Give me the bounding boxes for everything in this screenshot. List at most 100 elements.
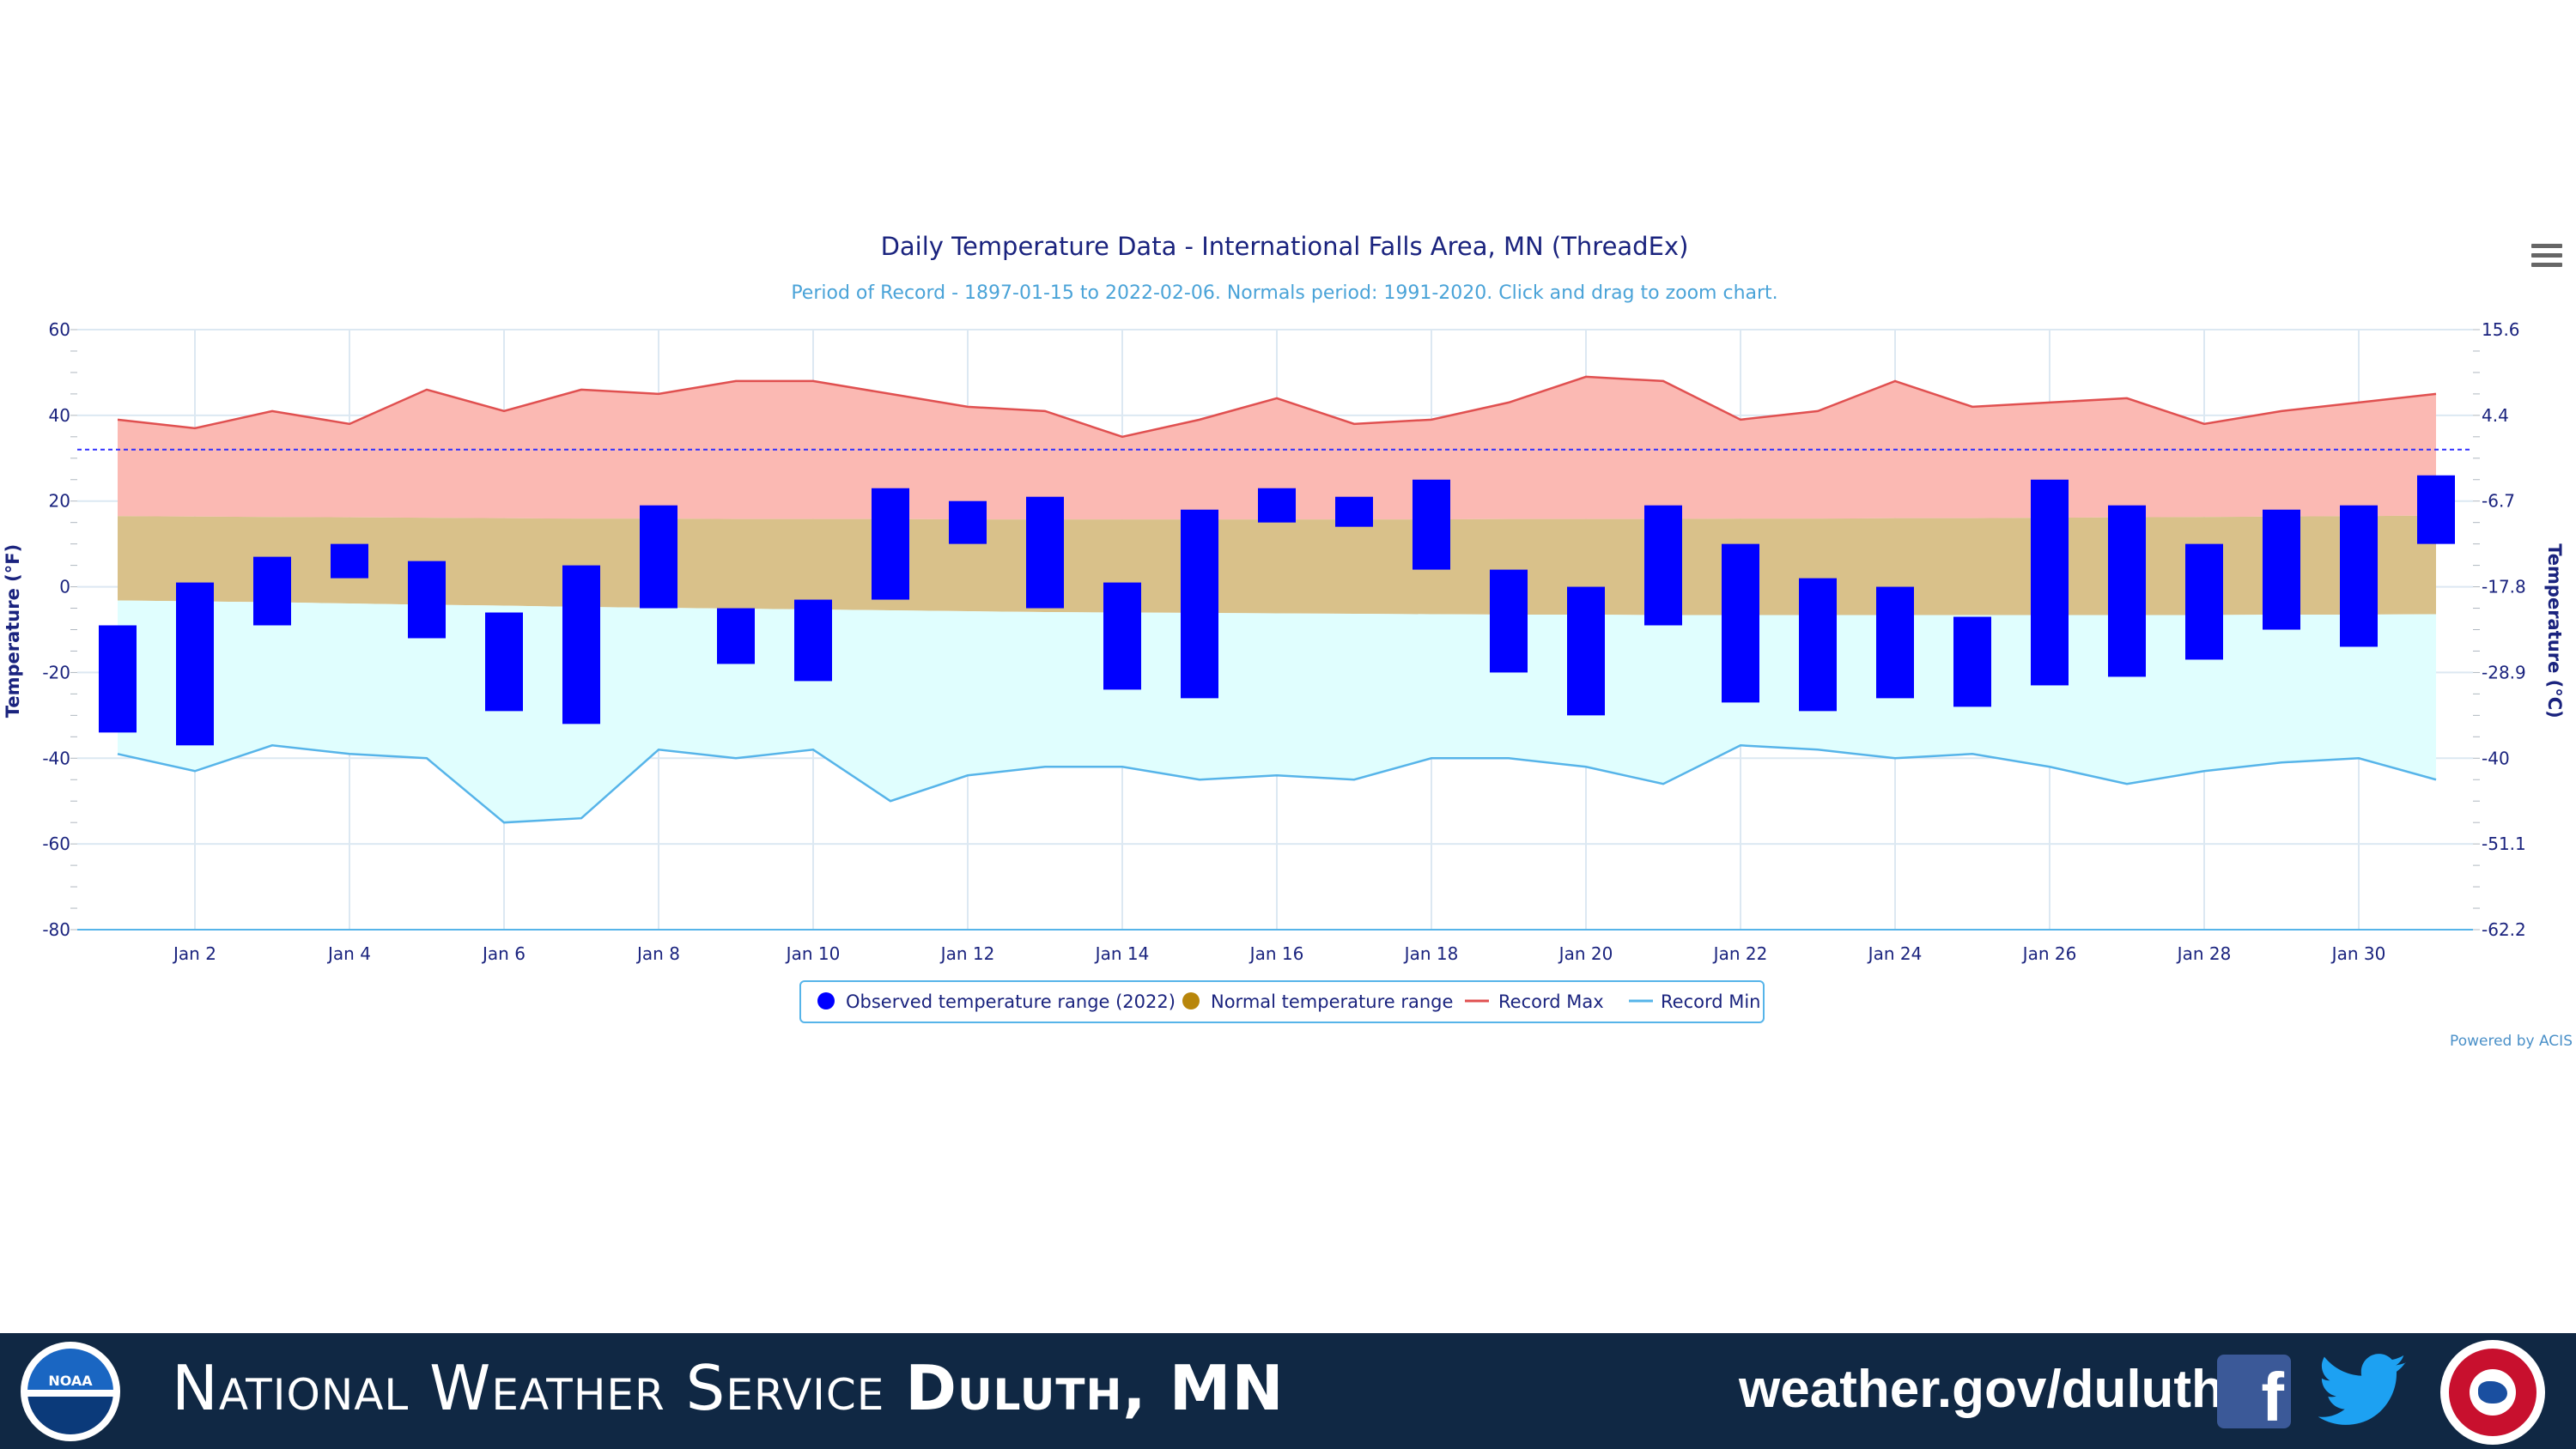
observed-bar[interactable]: [253, 556, 291, 626]
legend-record-min[interactable]: Record Min: [1661, 991, 1761, 1012]
observed-bar[interactable]: [872, 488, 909, 600]
y-tick-label-right: -51.1: [2482, 834, 2526, 854]
y-tick-label-left: 0: [59, 577, 70, 597]
x-tick-label: Jan 30: [2330, 943, 2386, 964]
x-axis: Jan 2 Jan 4 Jan 6 Jan 8 Jan 10 Jan 12 Jan 14 Ja…: [172, 943, 2385, 964]
record-min-area: [118, 600, 2436, 823]
y-axis-left-label: Temperature (°F): [3, 544, 23, 718]
y-tick-label-right: -62.2: [2482, 919, 2526, 940]
hamburger-icon-bar: [2531, 263, 2562, 267]
observed-bar[interactable]: [1335, 496, 1373, 527]
chart-menu-button[interactable]: [2531, 244, 2562, 270]
observed-bar[interactable]: [99, 625, 137, 733]
x-tick-label: Jan 2: [172, 943, 216, 964]
chart-title: Daily Temperature Data - International F…: [881, 232, 1689, 261]
y-tick-label-left: -20: [42, 662, 70, 682]
twitter-icon[interactable]: [2318, 1352, 2408, 1429]
y-tick-label-left: 40: [49, 405, 70, 426]
observed-bar[interactable]: [794, 599, 832, 682]
y-tick-label-right: 15.6: [2482, 319, 2520, 340]
x-tick-label: Jan 20: [1558, 943, 1613, 964]
nws-logo-ring: [2449, 1349, 2537, 1436]
hamburger-icon-bar: [2531, 244, 2562, 248]
y-axis-right: 15.6 4.4 -6.7 -17.8 -28.9 -40 -51.1 -62.2: [2482, 319, 2526, 940]
legend-normal[interactable]: Normal temperature range: [1211, 991, 1453, 1012]
y-tick-label-right: -17.8: [2482, 577, 2526, 597]
observed-bar[interactable]: [2263, 509, 2300, 630]
observed-bar[interactable]: [1644, 505, 1682, 626]
x-tick-label: Jan 10: [785, 943, 841, 964]
website-link[interactable]: weather.gov/duluth: [1739, 1360, 2224, 1419]
acis-credit-link[interactable]: Powered by ACIS: [2450, 1033, 2573, 1050]
observed-bar[interactable]: [717, 608, 755, 664]
observed-bar[interactable]: [1567, 586, 1605, 716]
x-tick-label: Jan 26: [2021, 943, 2077, 964]
observed-bar[interactable]: [485, 612, 523, 712]
y-tick-label-left: -40: [42, 748, 70, 768]
record-max-line: [117, 375, 2437, 439]
observed-bar[interactable]: [1722, 543, 1759, 703]
y-axis-left: 60 40 20 0 -20 -40 -60 -80: [42, 319, 70, 940]
footer-banner: NOAA National Weather Service Duluth, MN…: [0, 1333, 2576, 1449]
plot-area[interactable]: [70, 329, 2480, 931]
observed-bar[interactable]: [1953, 616, 1991, 707]
record-min-line: [117, 744, 2437, 824]
normal-range-area: [118, 515, 2436, 615]
observed-bar[interactable]: [1799, 578, 1837, 712]
y-tick-label-right: -28.9: [2482, 662, 2526, 682]
observed-bar[interactable]: [562, 565, 600, 724]
office-location: Duluth, MN: [905, 1352, 1285, 1424]
observed-bar[interactable]: [331, 543, 368, 579]
observed-bar[interactable]: [640, 505, 677, 609]
y-tick-label-right: -6.7: [2482, 491, 2515, 512]
observed-bar[interactable]: [176, 582, 214, 746]
legend-record-max[interactable]: Record Max: [1498, 991, 1604, 1012]
y-tick-label-left: 20: [49, 491, 70, 512]
noaa-logo-text: NOAA: [48, 1373, 93, 1389]
y-tick-label-right: -40: [2482, 748, 2510, 768]
observed-bar[interactable]: [408, 561, 446, 639]
nws-logo-core: [2470, 1369, 2516, 1416]
observed-bar[interactable]: [1181, 509, 1218, 699]
facebook-icon[interactable]: f: [2217, 1355, 2291, 1428]
chart-legend: Observed temperature range (2022) Normal…: [799, 980, 1765, 1023]
observed-bar[interactable]: [949, 500, 987, 544]
x-tick-label: Jan 18: [1403, 943, 1459, 964]
chart-subtitle: Period of Record - 1897-01-15 to 2022-02…: [791, 282, 1777, 304]
observed-bar[interactable]: [1258, 488, 1296, 523]
nws-logo-cloud: [2478, 1381, 2507, 1404]
x-tick-label: Jan 8: [635, 943, 680, 964]
x-tick-label: Jan 22: [1712, 943, 1768, 964]
observed-bar[interactable]: [2031, 479, 2069, 686]
x-tick-label: Jan 12: [939, 943, 995, 964]
observed-bar[interactable]: [2185, 543, 2223, 660]
record-max-area: [118, 376, 2436, 520]
x-tick-label: Jan 24: [1867, 943, 1923, 964]
observed-bar[interactable]: [1490, 569, 1528, 673]
hamburger-icon-bar: [2531, 253, 2562, 258]
x-tick-label: Jan 4: [326, 943, 371, 964]
observed-bar[interactable]: [2417, 475, 2455, 544]
org-name: National Weather Service: [172, 1352, 885, 1424]
x-tick-label: Jan 28: [2176, 943, 2232, 964]
x-tick-label: Jan 16: [1249, 943, 1304, 964]
y-tick-label-left: -80: [42, 919, 70, 940]
observed-bar[interactable]: [2108, 505, 2146, 677]
observed-bar[interactable]: [1026, 496, 1064, 609]
legend-box: [799, 980, 1765, 1023]
nws-logo-icon[interactable]: [2440, 1340, 2545, 1445]
observed-bar[interactable]: [2340, 505, 2378, 647]
observed-bar[interactable]: [1413, 479, 1450, 570]
legend-marker-normal: [1182, 992, 1200, 1009]
observed-bar[interactable]: [1876, 586, 1914, 699]
y-tick-label-right: 4.4: [2482, 405, 2509, 426]
legend-observed[interactable]: Observed temperature range (2022): [846, 991, 1176, 1012]
noaa-logo-icon[interactable]: NOAA: [21, 1342, 120, 1441]
noaa-logo-emblem: NOAA: [27, 1349, 113, 1434]
temperature-chart[interactable]: Daily Temperature Data - International F…: [0, 0, 2576, 1082]
observed-bar[interactable]: [1103, 582, 1141, 690]
y-tick-label-left: 60: [49, 319, 70, 340]
office-name: National Weather Service Duluth, MN: [172, 1352, 1285, 1424]
x-tick-label: Jan 14: [1094, 943, 1150, 964]
y-axis-right-label: Temperature (°C): [2544, 543, 2565, 718]
